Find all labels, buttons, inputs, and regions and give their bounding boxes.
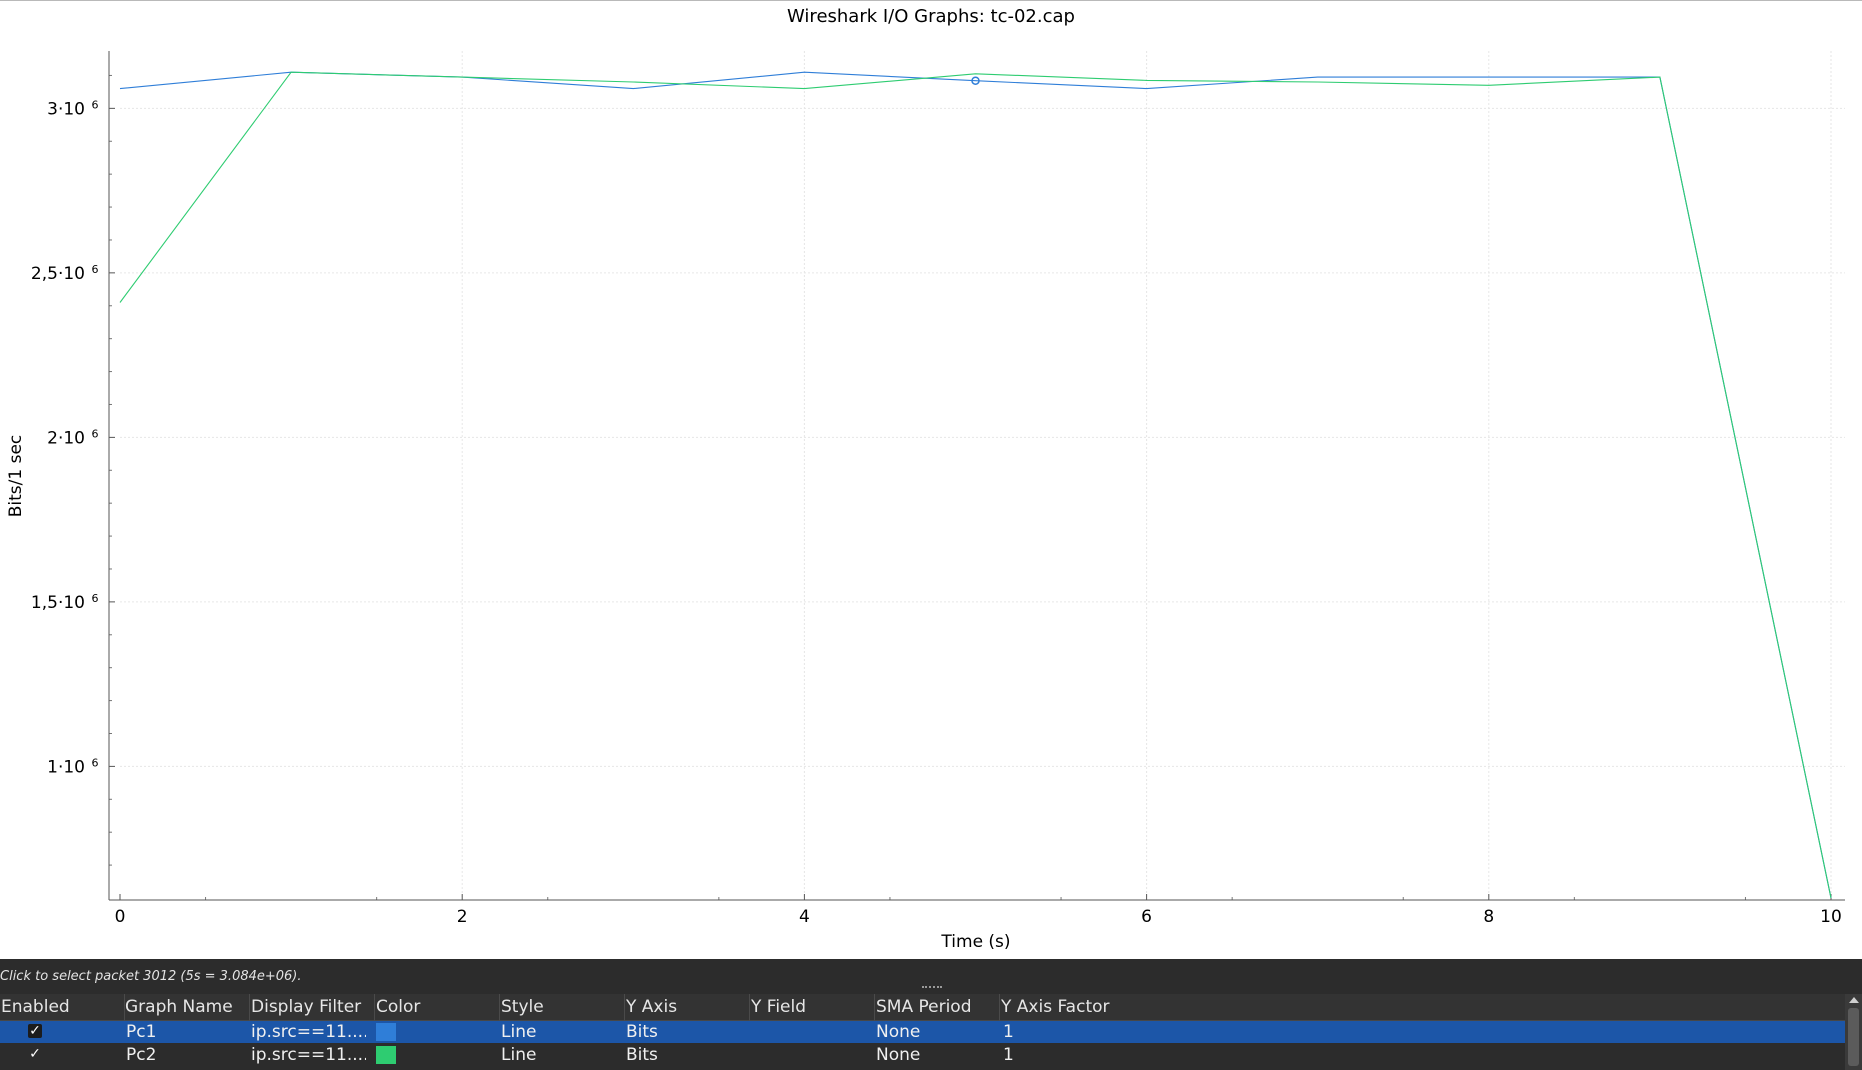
- y-axis-cell[interactable]: Bits: [626, 1022, 658, 1042]
- display-filter-cell[interactable]: ip.src==11....: [251, 1045, 366, 1065]
- y-axis-factor-cell[interactable]: 1: [1003, 1022, 1014, 1042]
- x-tick-label: 10: [1820, 907, 1842, 927]
- y-tick-exponent: 6: [92, 98, 99, 111]
- header-enabled[interactable]: Enabled: [0, 994, 125, 1021]
- header-y-axis[interactable]: Y Axis: [625, 994, 750, 1021]
- io-graph-plot[interactable]: Wireshark I/O Graphs: tc-02.cap 3·10 6 2,5…: [0, 1, 1862, 960]
- selected-point-marker[interactable]: [971, 76, 980, 85]
- x-tick-label: 4: [799, 907, 810, 927]
- header-y-axis-factor[interactable]: Y Axis Factor: [1001, 997, 1110, 1017]
- y-tick-label: 1·10: [47, 757, 85, 777]
- sma-period-cell[interactable]: None: [876, 1022, 921, 1042]
- style-cell[interactable]: Line: [501, 1045, 537, 1065]
- y-tick-exponent: 6: [92, 427, 99, 440]
- y-tick-exponent: 6: [92, 592, 99, 605]
- graph-table[interactable]: Enabled Graph Name Display Filter Color …: [0, 994, 1862, 1070]
- y-tick-label: 3·10: [47, 99, 85, 119]
- y-tick-label: 2,5·10: [31, 264, 85, 284]
- y-tick-label: 2·10: [47, 428, 85, 448]
- splitter-handle[interactable]: [922, 986, 942, 992]
- x-tick-label: 6: [1141, 907, 1152, 927]
- header-sma-period[interactable]: SMA Period: [875, 994, 1000, 1021]
- header-graph-name[interactable]: Graph Name: [125, 994, 250, 1021]
- table-header: Enabled Graph Name Display Filter Color …: [0, 994, 1845, 1021]
- y-tick-label: 1,5·10: [31, 593, 85, 613]
- tick-labels: 3·10 6 2,5·10 6 2·10 6 1,5·10 6 1·10 6 0 2 4 6 8 10: [31, 98, 1842, 927]
- y-axis-label: Bits/1 sec: [6, 435, 26, 518]
- enabled-checkbox[interactable]: ✓: [28, 1023, 42, 1039]
- series-lines[interactable]: [119, 71, 1832, 899]
- scroll-up-arrow-icon[interactable]: [1849, 997, 1859, 1003]
- scrollbar-thumb[interactable]: [1848, 1008, 1859, 1066]
- display-filter-cell[interactable]: ip.src==11....: [251, 1022, 366, 1042]
- x-axis-label: Time (s): [940, 932, 1010, 952]
- axes: [108, 51, 1845, 901]
- x-tick-label: 0: [115, 907, 126, 927]
- color-swatch[interactable]: [376, 1023, 396, 1041]
- plot-pane[interactable]: Wireshark I/O Graphs: tc-02.cap 3·10 6 2,5…: [0, 0, 1862, 959]
- sma-period-cell[interactable]: None: [876, 1045, 921, 1065]
- color-swatch[interactable]: [376, 1046, 396, 1064]
- y-tick-exponent: 6: [92, 756, 99, 769]
- y-tick-exponent: 6: [92, 263, 99, 276]
- header-style[interactable]: Style: [500, 994, 625, 1021]
- x-tick-label: 8: [1483, 907, 1494, 927]
- enabled-checkbox[interactable]: ✓: [29, 1046, 41, 1062]
- series-line-pc1[interactable]: [119, 71, 1832, 899]
- table-row[interactable]: ✓ Pc1 ip.src==11.... Line Bits None 1: [0, 1021, 1845, 1043]
- graph-settings-panel: Click to select packet 3012 (5s = 3.084e…: [0, 959, 1862, 1070]
- header-display-filter[interactable]: Display Filter: [250, 994, 375, 1021]
- grid-lines: [120, 51, 1845, 898]
- table-scrollbar[interactable]: [1845, 994, 1862, 1070]
- header-y-field[interactable]: Y Field: [750, 994, 875, 1021]
- header-color[interactable]: Color: [375, 994, 500, 1021]
- y-axis-cell[interactable]: Bits: [626, 1045, 658, 1065]
- plot-title: Wireshark I/O Graphs: tc-02.cap: [787, 6, 1075, 27]
- status-hint: Click to select packet 3012 (5s = 3.084e…: [0, 969, 302, 984]
- y-axis-factor-cell[interactable]: 1: [1003, 1045, 1014, 1065]
- x-tick-label: 2: [457, 907, 468, 927]
- graph-name-cell[interactable]: Pc2: [126, 1045, 157, 1065]
- table-row[interactable]: ✓ Pc2 ip.src==11.... Line Bits None 1: [0, 1044, 1845, 1066]
- graph-name-cell[interactable]: Pc1: [126, 1022, 157, 1042]
- style-cell[interactable]: Line: [501, 1022, 537, 1042]
- series-line-pc2[interactable]: [119, 71, 1832, 899]
